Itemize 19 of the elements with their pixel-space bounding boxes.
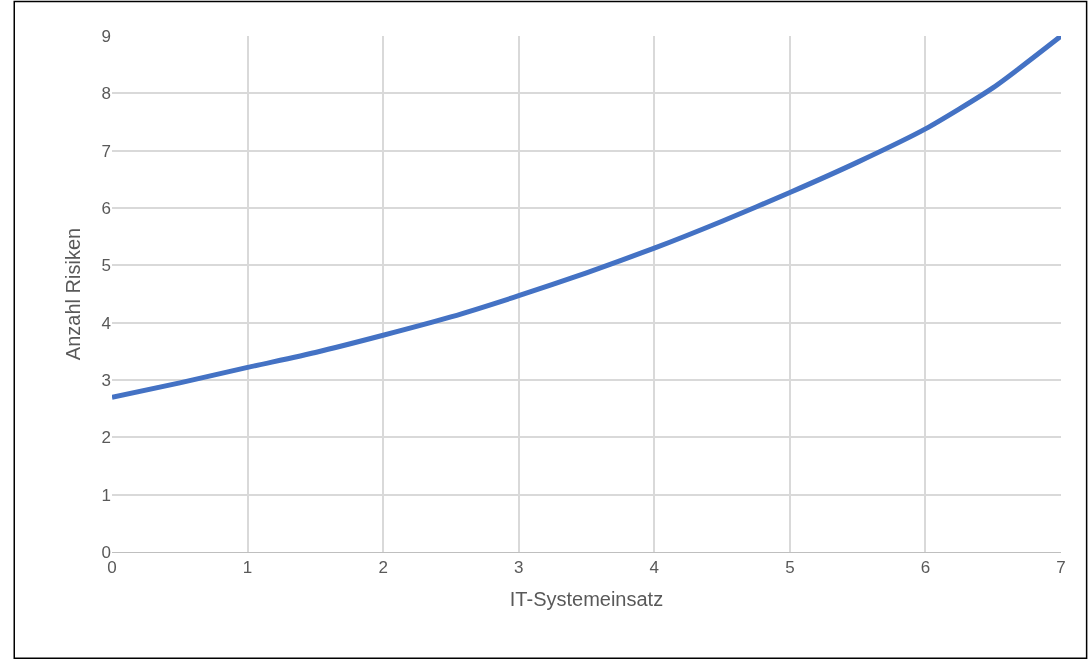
x-tick-label: 1 [242,558,253,578]
y-tick-label: 8 [101,84,111,104]
y-axis-title: Anzahl Risiken [62,227,85,361]
x-tick-label: 2 [378,558,388,578]
y-tick-label: 6 [101,198,111,218]
x-tick-label: 3 [513,558,524,578]
x-tick-label: 5 [785,558,795,578]
x-tick-label: 7 [1056,558,1066,578]
y-tick-label: 3 [101,370,111,390]
y-tick-label: 9 [101,26,111,46]
y-tick-label: 0 [101,542,111,562]
x-tick-label: 4 [649,558,660,578]
y-tick-label: 4 [101,313,111,333]
y-tick-label: 7 [101,141,111,161]
y-tick-label: 2 [101,428,111,448]
y-tick-label: 5 [101,256,111,276]
y-tick-label: 1 [101,485,111,505]
x-tick-label: 6 [920,558,931,578]
x-axis-title: IT-Systemeinsatz [509,587,664,610]
